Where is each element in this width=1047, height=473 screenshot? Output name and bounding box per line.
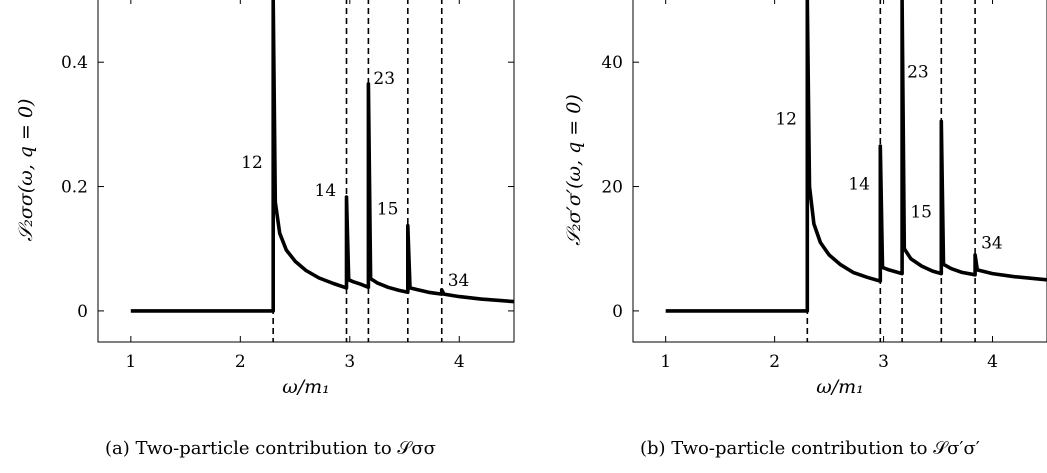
x-tick-label: 1 bbox=[660, 352, 671, 372]
threshold-annotation: 14 bbox=[848, 175, 870, 195]
annotation-bg bbox=[774, 108, 801, 130]
x-tick-label: 3 bbox=[878, 352, 889, 372]
annotation-bg bbox=[372, 67, 399, 89]
annotation-bg bbox=[847, 173, 874, 195]
annotation-bg bbox=[906, 61, 933, 83]
x-tick-label: 4 bbox=[987, 352, 998, 372]
threshold-annotation: 12 bbox=[241, 153, 263, 173]
threshold-annotation: 15 bbox=[377, 200, 399, 220]
threshold-annotation: 15 bbox=[910, 203, 932, 223]
plot-frame bbox=[632, 0, 1047, 343]
y-axis-label: 𝒮₂σ′σ′(ω, q = 0) bbox=[563, 94, 585, 246]
annotation-bg bbox=[240, 151, 267, 173]
x-axis-label: ω/m₁ bbox=[816, 376, 864, 398]
x-tick-label: 2 bbox=[235, 352, 246, 372]
y-tick-label: 0 bbox=[77, 302, 88, 322]
y-axis-label: 𝒮₂σσ(ω, q = 0) bbox=[15, 99, 37, 242]
caption-a: (a) Two-particle contribution to 𝒮σσ bbox=[105, 438, 436, 459]
plot-frame bbox=[97, 0, 515, 343]
threshold-annotation: 14 bbox=[315, 181, 337, 201]
x-tick-label: 1 bbox=[125, 352, 136, 372]
annotation-bg bbox=[313, 179, 340, 201]
threshold-annotation: 23 bbox=[373, 69, 395, 89]
annotation-bg bbox=[375, 198, 402, 220]
x-tick-label: 4 bbox=[454, 352, 465, 372]
annotation-bg bbox=[446, 270, 473, 292]
x-axis-label: ω/m₁ bbox=[282, 376, 330, 398]
data-series-line bbox=[130, 0, 515, 313]
threshold-annotation: 12 bbox=[775, 109, 797, 129]
caption-b: (b) Two-particle contribution to 𝒮σ′σ′ bbox=[640, 438, 980, 459]
threshold-annotation: 23 bbox=[907, 63, 929, 83]
x-tick-label: 2 bbox=[769, 352, 780, 372]
y-tick-label: 0 bbox=[612, 302, 623, 322]
y-tick-label: 20 bbox=[601, 178, 623, 198]
annotation-bg bbox=[909, 201, 936, 223]
annotation-bg bbox=[980, 232, 1007, 254]
data-series-line bbox=[665, 0, 1047, 313]
y-tick-label: 0.2 bbox=[61, 178, 88, 198]
threshold-annotation: 34 bbox=[981, 234, 1003, 254]
x-tick-label: 3 bbox=[344, 352, 355, 372]
y-tick-label: 0.4 bbox=[61, 53, 88, 73]
y-tick-label: 40 bbox=[601, 53, 623, 73]
threshold-annotation: 34 bbox=[448, 271, 470, 291]
